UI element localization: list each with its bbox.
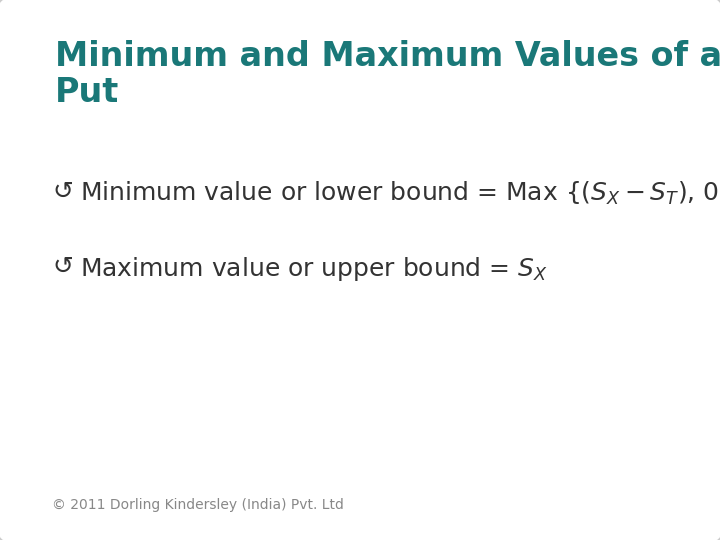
- Text: ↺: ↺: [52, 255, 73, 279]
- Text: Maximum value or upper bound = $S_X$: Maximum value or upper bound = $S_X$: [80, 255, 548, 283]
- Text: Minimum and Maximum Values of a: Minimum and Maximum Values of a: [55, 40, 720, 73]
- Text: Minimum value or lower bound = Max {($S_X - S_T$), 0}: Minimum value or lower bound = Max {($S_…: [80, 180, 720, 207]
- Text: Put: Put: [55, 76, 120, 109]
- Text: © 2011 Dorling Kindersley (India) Pvt. Ltd: © 2011 Dorling Kindersley (India) Pvt. L…: [52, 498, 344, 512]
- Text: ↺: ↺: [52, 180, 73, 204]
